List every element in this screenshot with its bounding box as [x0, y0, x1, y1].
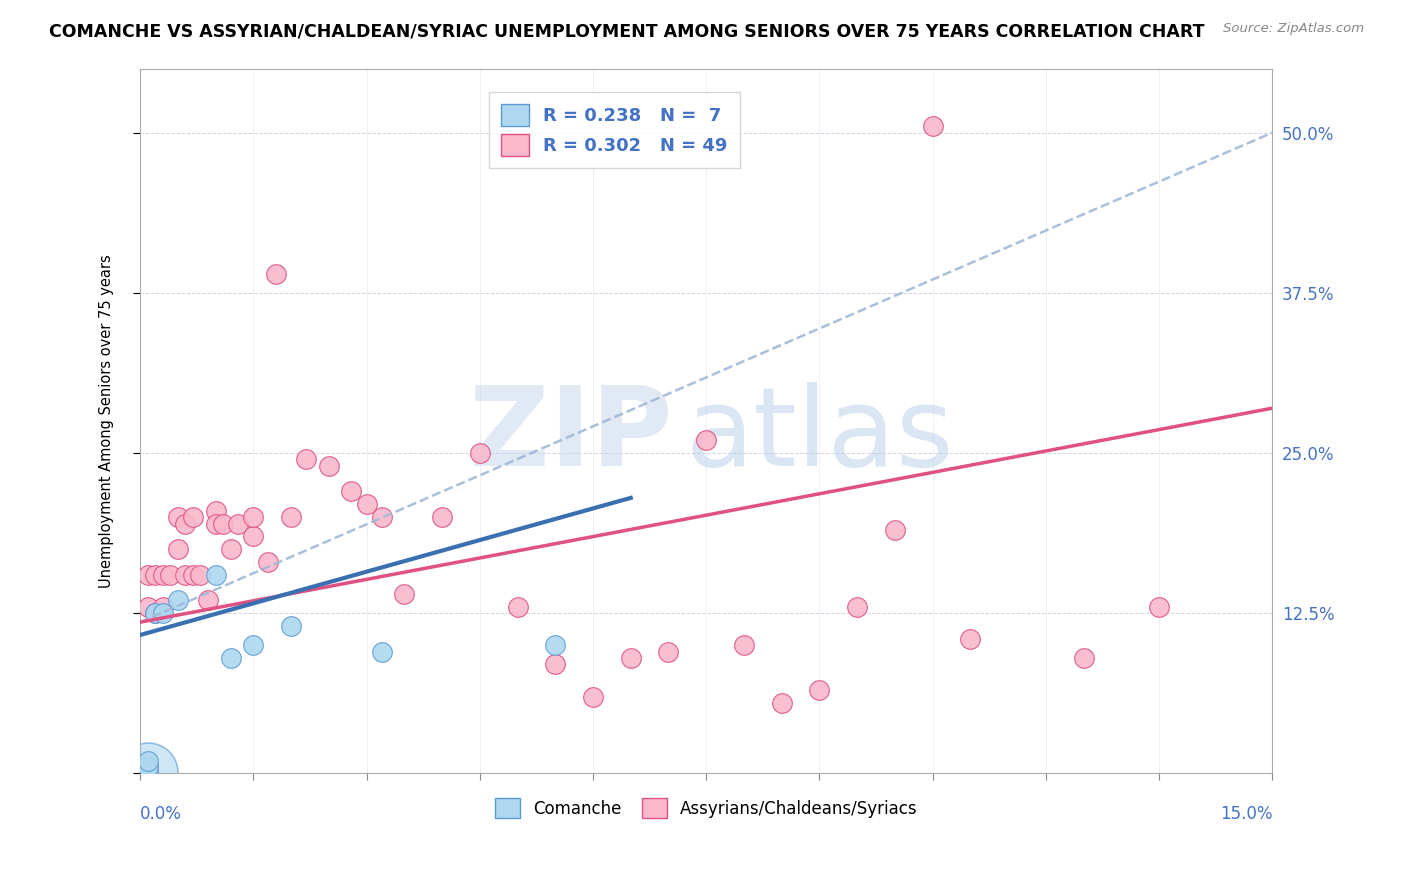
Point: [152, 599, 174, 614]
Y-axis label: Unemployment Among Seniors over 75 years: Unemployment Among Seniors over 75 years: [100, 254, 114, 588]
Point: [544, 638, 567, 652]
Point: [219, 651, 242, 665]
Point: [242, 510, 264, 524]
Text: atlas: atlas: [685, 382, 953, 489]
Point: [166, 542, 188, 557]
Text: 15.0%: 15.0%: [1220, 805, 1272, 823]
Point: [394, 587, 416, 601]
Point: [181, 567, 204, 582]
Point: [166, 510, 188, 524]
Point: [159, 567, 181, 582]
Point: [280, 619, 302, 633]
Point: [356, 497, 378, 511]
Point: [136, 760, 159, 774]
Point: [136, 754, 159, 768]
Point: [430, 510, 453, 524]
Point: [295, 452, 318, 467]
Point: [242, 529, 264, 543]
Point: [226, 516, 249, 531]
Point: [174, 516, 197, 531]
Text: 0.0%: 0.0%: [141, 805, 181, 823]
Point: [143, 567, 166, 582]
Point: [695, 433, 717, 447]
Point: [1073, 651, 1095, 665]
Point: [219, 542, 242, 557]
Point: [468, 446, 491, 460]
Point: [204, 504, 226, 518]
Point: [1147, 599, 1170, 614]
Point: [959, 632, 981, 646]
Point: [921, 119, 943, 133]
Point: [340, 484, 363, 499]
Point: [212, 516, 235, 531]
Point: [264, 267, 287, 281]
Point: [143, 606, 166, 620]
Legend: Comanche, Assyrians/Chaldeans/Syriacs: Comanche, Assyrians/Chaldeans/Syriacs: [488, 791, 924, 825]
Point: [884, 523, 907, 537]
Point: [136, 567, 159, 582]
Point: [136, 599, 159, 614]
Point: [280, 510, 302, 524]
Point: [582, 690, 605, 704]
Point: [657, 645, 679, 659]
Point: [136, 766, 159, 780]
Point: [257, 555, 280, 569]
Point: [136, 765, 159, 780]
Point: [204, 516, 226, 531]
Text: COMANCHE VS ASSYRIAN/CHALDEAN/SYRIAC UNEMPLOYMENT AMONG SENIORS OVER 75 YEARS CO: COMANCHE VS ASSYRIAN/CHALDEAN/SYRIAC UNE…: [49, 22, 1205, 40]
Point: [544, 657, 567, 672]
Point: [181, 510, 204, 524]
Point: [370, 510, 392, 524]
Text: ZIP: ZIP: [468, 382, 672, 489]
Point: [136, 766, 159, 780]
Point: [770, 696, 793, 710]
Point: [204, 567, 226, 582]
Text: Source: ZipAtlas.com: Source: ZipAtlas.com: [1223, 22, 1364, 36]
Point: [152, 567, 174, 582]
Point: [143, 606, 166, 620]
Point: [174, 567, 197, 582]
Point: [197, 593, 219, 607]
Point: [808, 683, 831, 698]
Point: [733, 638, 755, 652]
Point: [506, 599, 529, 614]
Point: [166, 593, 188, 607]
Point: [846, 599, 869, 614]
Point: [370, 645, 392, 659]
Point: [318, 458, 340, 473]
Point: [190, 567, 212, 582]
Point: [152, 606, 174, 620]
Point: [136, 760, 159, 774]
Point: [242, 638, 264, 652]
Point: [620, 651, 643, 665]
